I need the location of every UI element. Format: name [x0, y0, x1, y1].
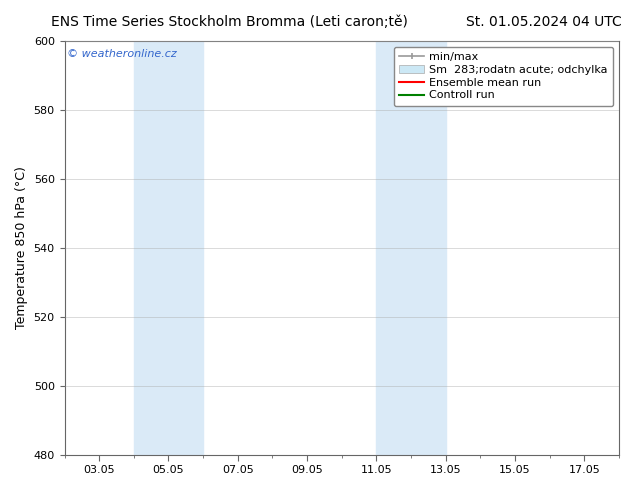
Bar	[377, 41, 446, 455]
Bar	[134, 41, 203, 455]
Text: © weatheronline.cz: © weatheronline.cz	[67, 49, 177, 59]
Text: ENS Time Series Stockholm Bromma (Leti caron;tě): ENS Time Series Stockholm Bromma (Leti c…	[51, 15, 408, 29]
Text: St. 01.05.2024 04 UTC: St. 01.05.2024 04 UTC	[465, 15, 621, 29]
Legend: min/max, Sm  283;rodatn acute; odchylka, Ensemble mean run, Controll run: min/max, Sm 283;rodatn acute; odchylka, …	[394, 47, 614, 106]
Y-axis label: Temperature 850 hPa (°C): Temperature 850 hPa (°C)	[15, 167, 28, 329]
